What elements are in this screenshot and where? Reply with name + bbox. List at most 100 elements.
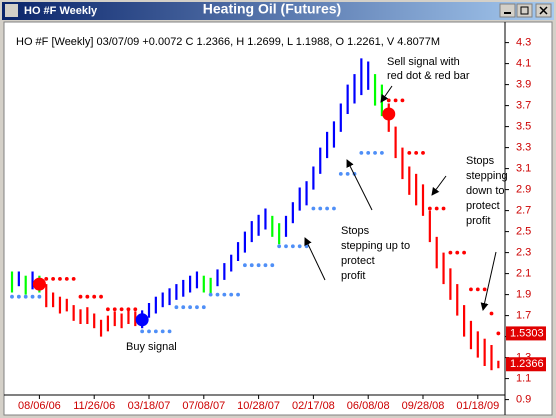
arrow	[480, 251, 497, 311]
annotation: protect	[341, 255, 375, 267]
y-tick-label: 0.9	[516, 394, 531, 406]
stop-dot	[236, 292, 240, 297]
x-tick-label: 09/28/08	[402, 400, 445, 412]
y-tick-label: 3.3	[516, 142, 531, 154]
annotation: profit	[466, 215, 490, 227]
stop-dot	[181, 305, 186, 310]
x-tick-label: 06/08/08	[347, 400, 390, 412]
annotation: red dot & red bar	[387, 70, 470, 82]
stop-dot	[359, 150, 364, 155]
annotation: profit	[341, 270, 365, 282]
stop-dot	[277, 244, 282, 249]
stop-dot	[311, 206, 316, 211]
window-icon[interactable]	[5, 4, 18, 17]
annotation: protect	[466, 200, 500, 212]
stop-dot	[407, 150, 412, 155]
stop-dot	[160, 329, 165, 334]
y-tick-label: 2.9	[516, 184, 531, 196]
stop-dot	[400, 98, 405, 103]
y-tick-label: 2.5	[516, 226, 531, 238]
y-tick-label: 3.9	[516, 79, 531, 91]
stop-dot	[195, 305, 199, 310]
stop-dot	[373, 150, 377, 155]
arrow	[304, 237, 326, 281]
stop-dot	[332, 206, 336, 211]
stop-dot	[99, 294, 103, 299]
price-marker-label: 1.2366	[510, 358, 544, 370]
stop-dot	[64, 276, 69, 281]
annotations: Sell signal with red dot & red bar Stops…	[126, 56, 508, 353]
price-marker	[506, 357, 546, 372]
x-tick-label: 02/17/08	[292, 400, 335, 412]
legend-text: HO #F [Weekly] 03/07/09 +0.0072 C 1.2366…	[16, 36, 440, 48]
stop-dot	[345, 171, 350, 176]
stop-dot	[496, 331, 501, 336]
stop-dot	[174, 305, 179, 310]
price-marker	[506, 326, 546, 341]
stop-dot	[112, 307, 117, 312]
stop-dot	[366, 150, 371, 155]
stop-dot	[489, 311, 494, 316]
annotation: Stops	[466, 155, 495, 167]
stop-dot	[133, 307, 138, 312]
x-tick-label: 11/26/06	[73, 400, 115, 412]
y-tick-label: 3.1	[516, 163, 531, 175]
stop-dot	[85, 294, 90, 299]
stop-dot	[215, 292, 220, 297]
stop-dot	[58, 276, 62, 281]
y-tick-label: 1.9	[516, 289, 531, 301]
window-title: HO #F Weekly	[24, 5, 98, 17]
arrow	[346, 159, 373, 211]
x-tick-label: 07/08/07	[182, 400, 225, 412]
y-tick-label: 2.7	[516, 205, 531, 217]
stop-dot	[380, 150, 384, 155]
signal-dot	[382, 107, 396, 121]
window-buttons	[499, 3, 552, 18]
y-tick-label: 3.5	[516, 121, 531, 133]
y-tick-label: 3.7	[516, 100, 531, 112]
stop-dot	[414, 150, 419, 155]
stop-dot	[44, 276, 49, 281]
annotation: down to	[466, 185, 505, 197]
stop-dot	[318, 206, 323, 211]
signal-dot	[32, 277, 46, 291]
stop-dot	[222, 292, 227, 297]
stop-dot	[106, 307, 110, 312]
stop-dot	[284, 244, 288, 249]
minimize-button[interactable]	[499, 3, 516, 18]
arrow	[380, 85, 393, 103]
maximize-button[interactable]	[516, 3, 533, 18]
stop-dot	[78, 294, 83, 299]
chart-panel	[3, 21, 553, 416]
y-tick-label: 4.1	[516, 58, 531, 70]
stop-dot	[229, 292, 234, 297]
stop-dot	[338, 171, 343, 176]
stop-dot	[140, 329, 145, 334]
price-marker-label: 1.5303	[510, 327, 544, 339]
x-tick-label: 03/18/07	[128, 400, 171, 412]
stop-dot	[126, 307, 131, 312]
stop-dot	[201, 305, 206, 310]
x-tick-label: 10/28/07	[237, 400, 280, 412]
stop-dot	[421, 150, 425, 155]
arrow	[431, 175, 447, 196]
y-tick-label: 4.3	[516, 37, 531, 49]
stop-dot	[475, 287, 480, 292]
stop-dot	[462, 250, 466, 255]
stop-dot	[119, 307, 124, 312]
stop-dot	[16, 294, 21, 299]
stop-dot	[51, 276, 55, 281]
stop-dot	[256, 263, 261, 268]
stop-dot	[455, 250, 460, 255]
stop-dot	[386, 98, 391, 103]
stop-dot	[167, 329, 172, 334]
y-tick-label: 2.1	[516, 268, 531, 280]
stop-dot	[243, 263, 247, 268]
stop-dot	[249, 263, 254, 268]
stop-dot	[469, 287, 473, 292]
stop-dot	[71, 276, 76, 281]
chart-title: Heating Oil (Futures)	[203, 1, 341, 17]
stop-dot	[434, 206, 439, 211]
signal-dot	[135, 313, 149, 327]
